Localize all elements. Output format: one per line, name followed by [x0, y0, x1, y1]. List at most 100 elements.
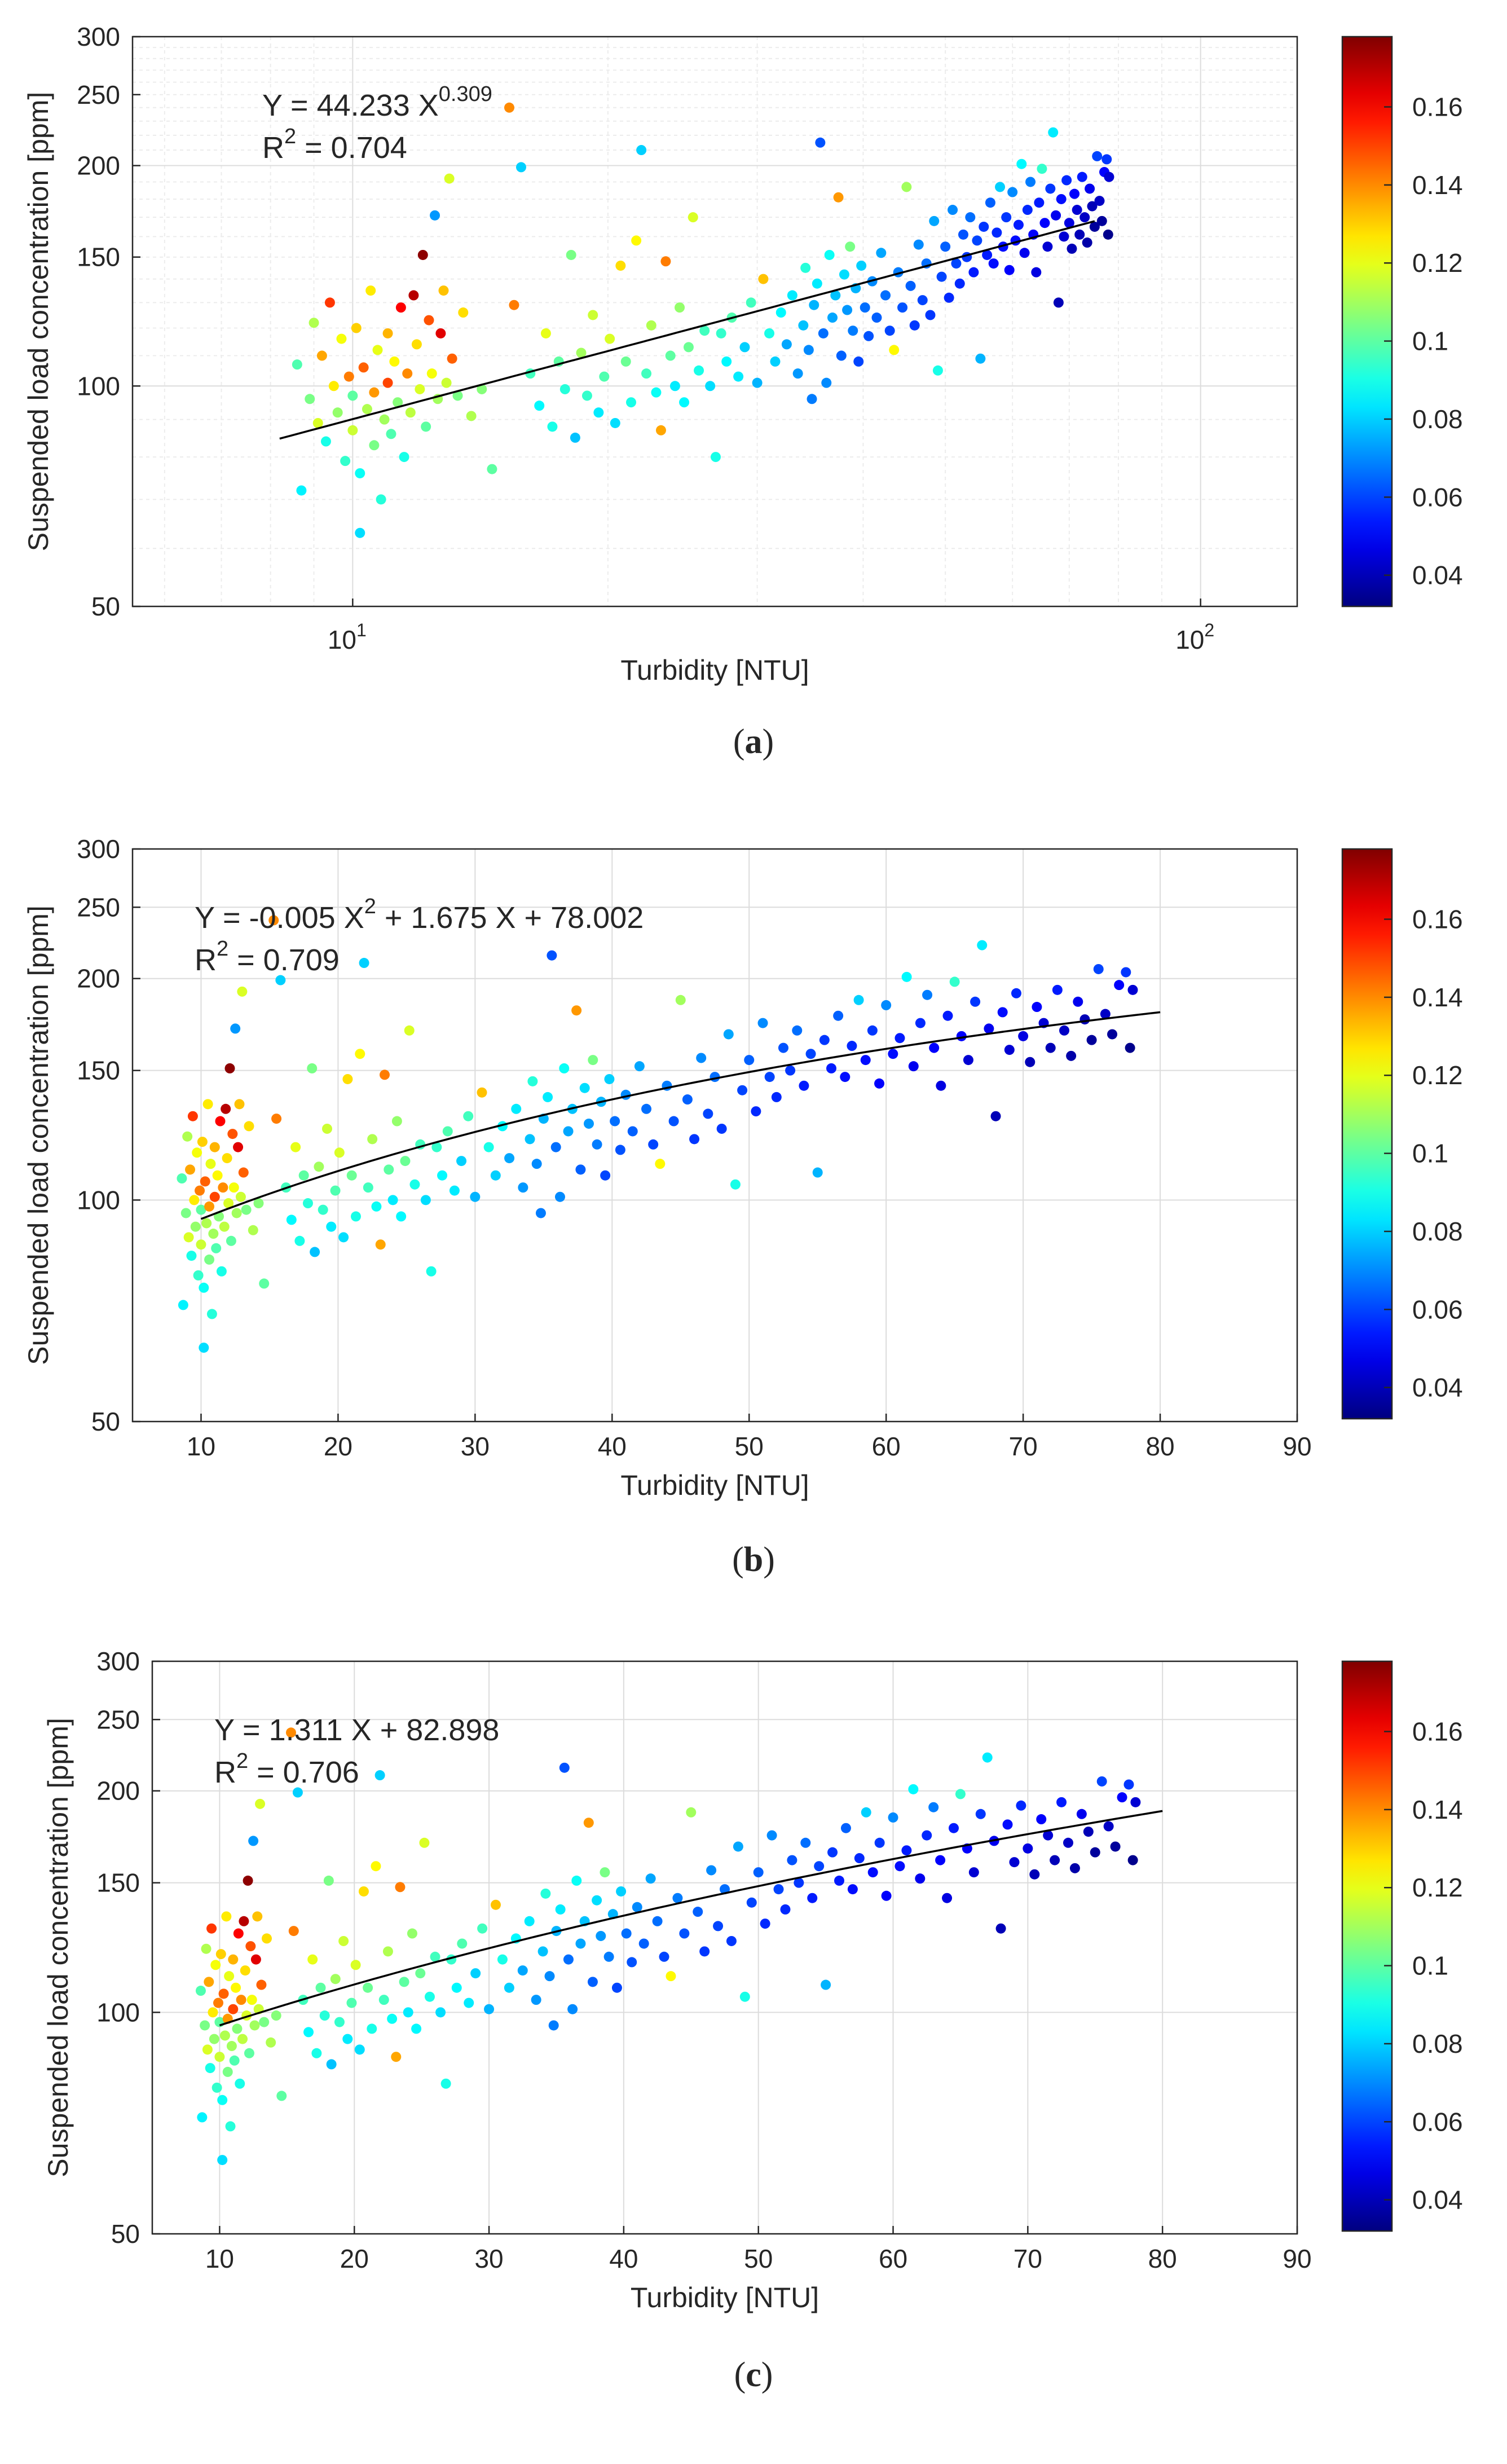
x-tick-label: 70 [1009, 1432, 1038, 1461]
data-point [215, 1949, 226, 1960]
data-point [646, 320, 656, 331]
data-point [977, 940, 988, 951]
data-point [1073, 996, 1083, 1007]
data-point [798, 320, 809, 331]
data-point [180, 1208, 191, 1218]
colorbar-fill [1341, 848, 1393, 1420]
data-point [477, 1087, 487, 1098]
data-point [177, 1173, 187, 1184]
data-point [222, 2066, 233, 2077]
data-point [491, 1899, 501, 1910]
data-point [746, 297, 756, 308]
data-point [1002, 1819, 1013, 1830]
data-point [645, 1873, 656, 1884]
data-point [751, 1106, 761, 1117]
data-point [675, 995, 686, 1005]
data-point [1032, 1002, 1042, 1013]
r-squared-value: = 0.706 [248, 1755, 359, 1789]
data-point [794, 1877, 804, 1888]
data-point [336, 333, 347, 344]
x-tick-label: 10 [187, 1432, 215, 1461]
data-point [694, 365, 704, 376]
y-axis-label: Suspended load concentration [ppm] [42, 1718, 74, 2177]
data-point [596, 1930, 606, 1941]
data-point [1050, 1855, 1060, 1865]
colorbar-tick-label: 0.12 [1412, 248, 1463, 278]
y-tick-label: 100 [77, 1185, 120, 1215]
data-point [620, 356, 631, 367]
data-point [682, 1094, 693, 1105]
data-point [363, 1182, 373, 1193]
data-point [435, 2007, 446, 2018]
data-point [232, 2023, 243, 2034]
data-point [1045, 183, 1056, 194]
data-point [431, 1142, 442, 1152]
data-point [603, 1951, 614, 1962]
data-point [421, 421, 431, 432]
data-point [638, 1938, 649, 1949]
colorbar: 0.04 0.06 0.08 0.1 0.12 0.14 0.16 [1341, 36, 1463, 608]
data-point [1089, 221, 1100, 232]
data-point [908, 1061, 919, 1072]
data-point [713, 1921, 724, 1931]
data-point [1074, 229, 1085, 240]
data-point [235, 1191, 246, 1202]
data-point [290, 1142, 301, 1152]
data-point [1016, 1800, 1026, 1811]
data-point [984, 1023, 994, 1034]
data-point [395, 302, 406, 313]
data-point [990, 1111, 1001, 1121]
data-point [660, 256, 671, 267]
data-point [1094, 196, 1105, 206]
data-point [909, 320, 920, 331]
data-point [201, 1218, 212, 1229]
data-point [812, 1167, 823, 1178]
data-point [305, 394, 315, 404]
data-point [1069, 188, 1080, 199]
colorbar-tick-label: 0.1 [1412, 1951, 1448, 1981]
data-point [367, 2023, 377, 2034]
data-point [311, 2048, 322, 2058]
data-point [853, 995, 864, 1005]
data-point [821, 377, 832, 388]
data-point [559, 1762, 570, 1773]
x-axis-label: Turbidity [NTU] [620, 654, 809, 686]
data-point [840, 1823, 851, 1833]
data-point [847, 1884, 858, 1895]
data-point [354, 2044, 365, 2055]
x-tick-label: 101 [328, 620, 367, 654]
data-point [1110, 1841, 1121, 1852]
data-points [177, 915, 1138, 1353]
y-ticks: 50 100 150 200 250 300 [96, 1647, 160, 2249]
data-point [239, 1916, 249, 1926]
data-point [236, 1995, 246, 2005]
x-tick-label: 50 [735, 1432, 764, 1461]
data-point [814, 1861, 825, 1872]
data-point [970, 996, 981, 1007]
data-point [456, 1156, 467, 1167]
data-point [266, 2037, 276, 2048]
data-point [968, 1867, 979, 1878]
data-point [800, 1837, 811, 1848]
data-point [244, 2048, 254, 2058]
data-point [985, 197, 995, 208]
data-point [567, 2004, 578, 2014]
fit-equation-rest: + 1.675 X + 78.002 [376, 901, 644, 935]
data-point [1042, 241, 1053, 252]
data-point [773, 1884, 784, 1895]
data-point [812, 278, 822, 289]
data-point [605, 333, 615, 344]
data-point [559, 1063, 570, 1073]
x-tick-label: 90 [1283, 2244, 1311, 2273]
data-point [901, 182, 912, 192]
data-point [876, 248, 887, 258]
data-point [358, 362, 369, 373]
y-tick-label: 200 [96, 1776, 140, 1806]
data-point [615, 1145, 625, 1155]
data-point [1009, 1857, 1020, 1868]
data-point [679, 1928, 690, 1939]
data-point [211, 1243, 222, 1253]
data-point [881, 1000, 892, 1010]
data-point [949, 1823, 959, 1833]
data-point [189, 1195, 200, 1205]
